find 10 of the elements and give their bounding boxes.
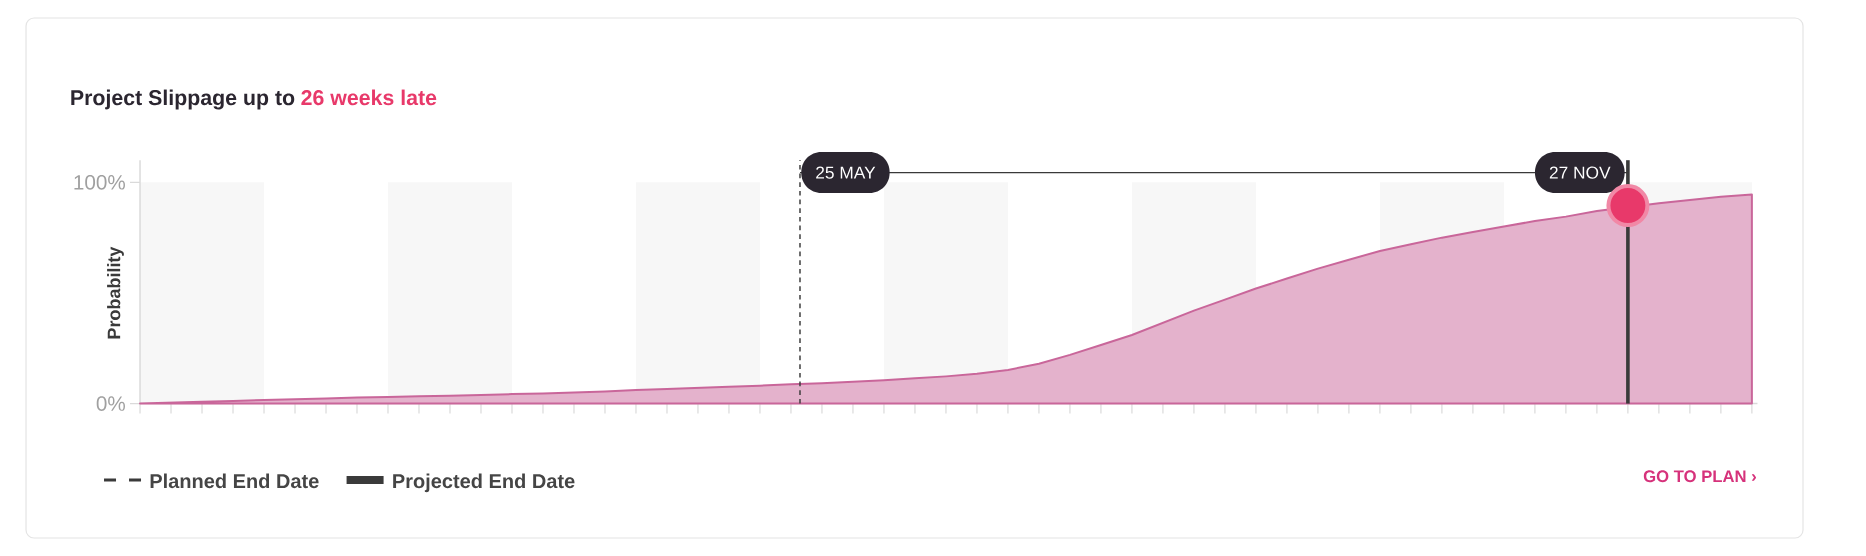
text: GO TO PLAN › — [1643, 470, 1756, 483]
chart-subtitle: 26 weeks late — [301, 89, 437, 106]
text: Projected End Date — [393, 473, 575, 493]
text: Planned End Date — [150, 473, 319, 489]
y-tick-label: 100% — [74, 175, 125, 190]
y-tick-label: 0% — [96, 396, 125, 411]
annotation: 25 MAY — [816, 166, 876, 179]
annotation: 27 NOV — [1549, 166, 1611, 179]
chart-title: Project Slippage up to — [71, 89, 295, 110]
y-axis-title: Probability — [107, 246, 124, 339]
